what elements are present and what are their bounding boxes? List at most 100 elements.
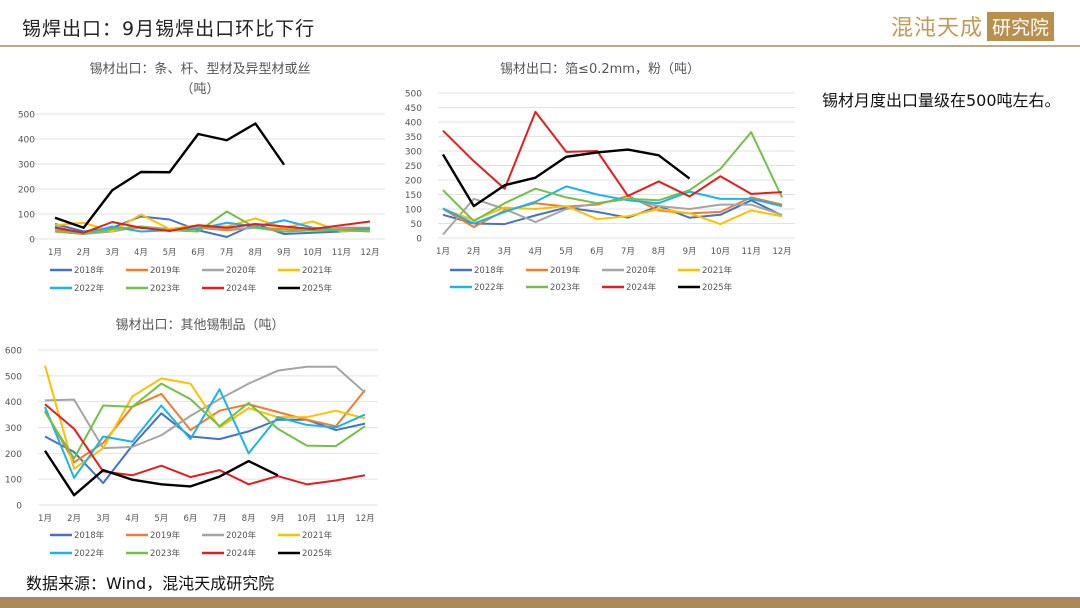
legend-label: 2023年 <box>150 283 181 294</box>
y-tick-label: 100 <box>405 206 422 216</box>
x-tick-label: 6月 <box>590 247 604 257</box>
chart-title: 锡材出口：条、杆、型材及异型材或丝 <box>89 61 310 77</box>
chart-foil-powder: 锡材出口：箔≤0.2mm，粉（吨） 0 50 100 150 200 250 300 350 40… <box>405 61 795 293</box>
y-tick-label: 400 <box>405 119 422 129</box>
x-tick-label: 10月 <box>303 248 322 258</box>
legend-label: 2023年 <box>550 282 581 293</box>
series-line-2024 <box>54 220 371 234</box>
x-tick-label: 1月 <box>38 514 52 524</box>
y-tick-label: 150 <box>405 191 422 201</box>
y-tick-label: 500 <box>18 111 35 121</box>
x-tick-label: 6月 <box>191 248 205 258</box>
x-tick-label: 2月 <box>67 514 81 524</box>
x-tick-label: 11月 <box>742 247 761 257</box>
x-tick-label: 8月 <box>248 248 262 258</box>
y-tick-label: 50 <box>411 220 423 230</box>
x-tick-label: 9月 <box>683 247 697 257</box>
x-tick-label: 11月 <box>326 514 345 524</box>
y-tick-label: 400 <box>18 136 35 146</box>
x-tick-label: 3月 <box>96 514 110 524</box>
x-tick-label: 5月 <box>154 514 168 524</box>
legend-label: 2025年 <box>302 283 333 294</box>
series-line-2024 <box>442 110 783 198</box>
y-tick-label: 450 <box>405 104 422 114</box>
legend-label: 2018年 <box>74 530 105 541</box>
legend-label: 2022年 <box>474 282 505 293</box>
x-tick-label: 7月 <box>621 247 635 257</box>
legend-label: 2019年 <box>150 265 181 276</box>
x-tick-label: 5月 <box>163 248 177 258</box>
legend-label: 2024年 <box>226 283 257 294</box>
x-tick-label: 4月 <box>528 247 542 257</box>
commentary-text: 锡材月度出口量级在500吨左右。 <box>822 91 1061 110</box>
series-line-2023 <box>44 382 366 460</box>
series-line-2018 <box>442 199 783 226</box>
x-tick-label: 4月 <box>125 514 139 524</box>
legend-label: 2024年 <box>626 282 657 293</box>
x-tick-label: 1月 <box>436 247 450 257</box>
legend-label: 2024年 <box>226 548 257 559</box>
legend-label: 2023年 <box>150 548 181 559</box>
series-line-2023 <box>54 210 371 235</box>
y-tick-label: 200 <box>18 186 35 196</box>
series-line-2019 <box>44 389 366 464</box>
x-tick-label: 1月 <box>48 248 62 258</box>
series-line-2023 <box>442 131 783 223</box>
page-title: 锡焊出口：9月锡焊出口环比下行 <box>22 18 316 40</box>
chart-title: 锡材出口：箔≤0.2mm，粉（吨） <box>500 61 700 77</box>
y-tick-label: 600 <box>5 347 22 357</box>
legend-label: 2019年 <box>150 530 181 541</box>
x-tick-label: 2月 <box>77 248 91 258</box>
legend-label: 2022年 <box>74 548 105 559</box>
x-tick-label: 8月 <box>242 514 256 524</box>
y-tick-label: 350 <box>405 133 422 143</box>
y-tick-label: 100 <box>5 476 22 486</box>
y-tick-label: 0 <box>29 236 35 246</box>
header-divider <box>0 45 1080 47</box>
y-tick-label: 100 <box>18 211 35 221</box>
y-tick-label: 400 <box>5 398 22 408</box>
y-tick-label: 200 <box>5 450 22 460</box>
x-tick-label: 12月 <box>360 248 379 258</box>
y-tick-label: 300 <box>18 161 35 171</box>
x-tick-label: 4月 <box>134 248 148 258</box>
data-source: 数据来源：Wind，混沌天成研究院 <box>26 574 275 593</box>
legend-label: 2021年 <box>302 530 333 541</box>
legend-label: 2020年 <box>626 265 657 276</box>
legend-label: 2020年 <box>226 530 257 541</box>
legend-label: 2018年 <box>474 265 505 276</box>
x-tick-label: 9月 <box>271 514 285 524</box>
logo-badge: 研究院 <box>986 11 1054 41</box>
series-line-2021 <box>44 365 366 470</box>
legend-label: 2021年 <box>702 265 733 276</box>
series-line-2022 <box>442 185 783 225</box>
legend-label: 2025年 <box>302 548 333 559</box>
y-tick-label: 200 <box>405 177 422 187</box>
legend-label: 2020年 <box>226 265 257 276</box>
logo: 混沌天成 研究院 <box>891 10 1054 42</box>
series-line-2025 <box>43 450 279 497</box>
chart-title: 锡材出口：其他锡制品（吨） <box>115 318 284 333</box>
y-tick-label: 0 <box>416 235 422 245</box>
x-tick-label: 2月 <box>467 247 481 257</box>
chart-title-unit: （吨） <box>180 82 219 97</box>
y-tick-label: 500 <box>405 90 422 100</box>
x-tick-label: 11月 <box>332 248 351 258</box>
x-tick-label: 6月 <box>183 514 197 524</box>
x-tick-label: 12月 <box>772 247 791 257</box>
x-tick-label: 9月 <box>277 248 291 258</box>
series-line-2021 <box>442 205 783 226</box>
y-tick-label: 0 <box>16 502 22 512</box>
logo-text: 混沌天成 <box>890 16 983 41</box>
legend-label: 2022年 <box>74 283 105 294</box>
footer-bar <box>0 597 1080 608</box>
y-tick-label: 500 <box>5 372 22 382</box>
x-tick-label: 10月 <box>711 247 730 257</box>
x-tick-label: 8月 <box>652 247 666 257</box>
x-tick-label: 3月 <box>105 248 119 258</box>
chart-rods-wire: 锡材出口：条、杆、型材及异型材或丝 （吨） 0 100 200 300 400 500 1月 2月… <box>18 61 385 294</box>
legend-label: 2025年 <box>702 282 733 293</box>
y-tick-label: 250 <box>405 162 422 172</box>
series-line-2022 <box>44 388 366 479</box>
y-tick-label: 300 <box>5 424 22 434</box>
